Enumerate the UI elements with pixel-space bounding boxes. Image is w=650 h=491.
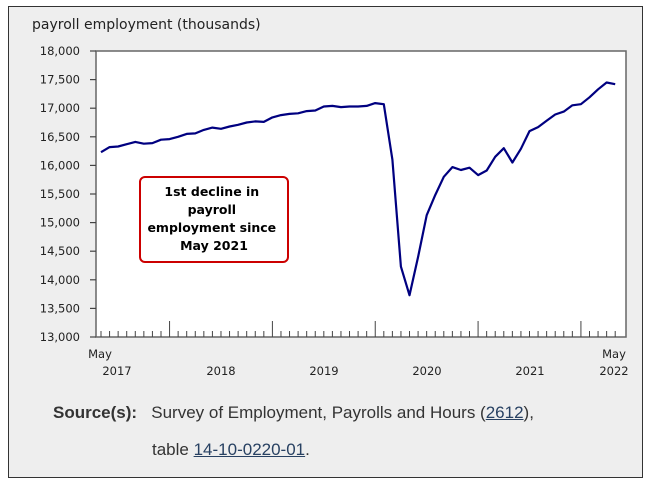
x-start-month: May (88, 347, 112, 361)
x-year-label: 2019 (309, 364, 338, 378)
y-tick-label: 15,000 (40, 216, 80, 230)
annotation-box: 1st decline in payroll employment since … (139, 176, 289, 263)
source-line-2: table 14-10-0220-01. (152, 440, 310, 460)
annotation-line: payroll (188, 202, 236, 217)
y-tick-label: 15,500 (40, 187, 80, 201)
svg-text:1st decline in payroll: 1st decline in payroll employment since … (147, 184, 280, 253)
source-text: table (152, 440, 194, 459)
x-start-year: 2017 (102, 364, 131, 378)
x-end-year: 2022 (599, 364, 628, 378)
annotation-line: May 2021 (180, 238, 248, 253)
y-tick-label: 16,000 (40, 158, 80, 172)
y-tick-label: 17,500 (40, 73, 80, 87)
source-line-1: Source(s): Survey of Employment, Payroll… (53, 403, 534, 423)
source-text: Survey of Employment, Payrolls and Hours… (151, 403, 486, 422)
y-tick-label: 17,000 (40, 101, 80, 115)
annotation-line: employment since (147, 220, 276, 235)
x-year-label: 2018 (206, 364, 235, 378)
y-tick-label: 16,500 (40, 130, 80, 144)
x-year-label: 2021 (515, 364, 544, 378)
source-text: ), (523, 403, 534, 422)
y-tick-label: 14,000 (40, 273, 80, 287)
y-tick-label: 13,500 (40, 301, 80, 315)
x-year-label: 2020 (412, 364, 441, 378)
annotation-line: 1st decline in (164, 184, 259, 199)
table-link[interactable]: 14-10-0220-01 (193, 440, 306, 459)
data-points (100, 82, 616, 296)
y-tick-label: 14,500 (40, 244, 80, 258)
y-tick-label: 18,000 (40, 44, 80, 58)
source-label: Source(s): (53, 403, 138, 422)
survey-link[interactable]: 2612 (485, 403, 524, 422)
y-tick-label: 13,000 (40, 330, 80, 344)
source-text: . (305, 440, 310, 459)
chart-title: payroll employment (thousands) (32, 17, 261, 33)
x-end-month: May (602, 347, 626, 361)
